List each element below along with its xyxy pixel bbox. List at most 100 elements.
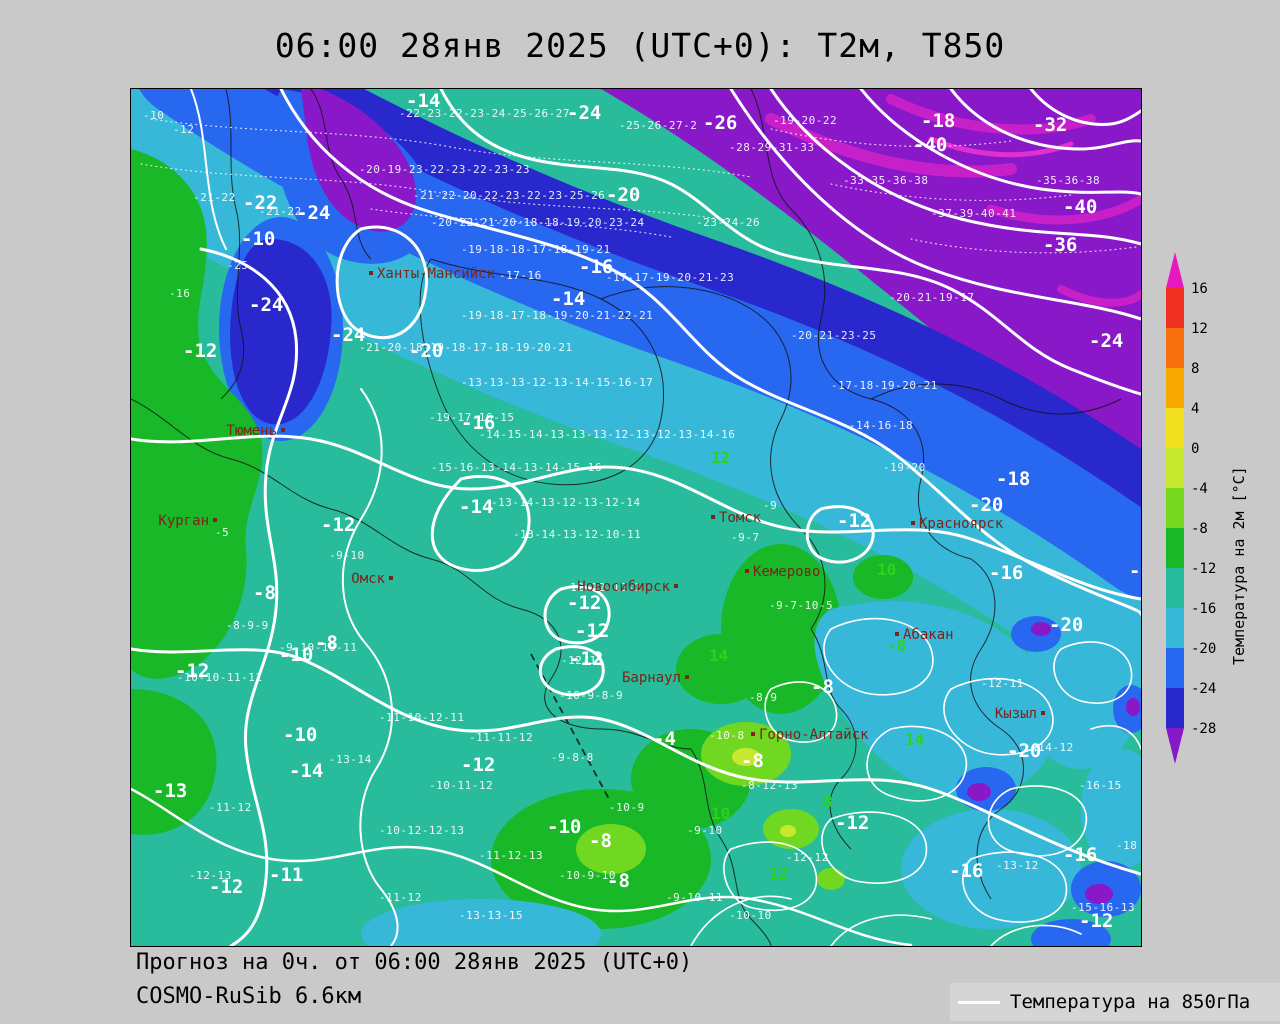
colorbar-arrow-bottom [1166, 728, 1184, 764]
colorbar-tick-label: 12 [1191, 321, 1208, 337]
gridpoint-temp-value: -12-12 [786, 851, 829, 864]
t850-contour-label: -10 [547, 816, 581, 838]
city-marker [213, 518, 217, 522]
gridpoint-temp-value: -8-12-13 [741, 779, 798, 792]
t850-legend: Температура на 850гПа [950, 983, 1280, 1021]
gridpoint-temp-value: -14-12 [1031, 741, 1074, 754]
gridpoint-temp-value: -13-14 [329, 753, 372, 766]
t850-contour-label: -40 [913, 134, 947, 156]
t850-contour-label: -8 [589, 830, 612, 852]
colorbar-segment [1166, 568, 1184, 609]
gridpoint-temp-value: -10 [143, 109, 164, 122]
gridpoint-temp-value: -37-39-40-41 [931, 207, 1016, 220]
t850-contour-label: -16 [1129, 560, 1141, 582]
t850-contour-label: -24 [249, 294, 283, 316]
t850-contour-label: -11 [269, 864, 303, 886]
city-marker [911, 521, 915, 525]
gridpoint-temp-value: -9-10 [329, 549, 365, 562]
gridpoint-temp-value: -12-12-12-1 [563, 581, 641, 594]
colorbar-segment [1166, 448, 1184, 489]
colorbar-tick-label: -12 [1191, 561, 1216, 577]
t850-contour-label: -20 [409, 340, 443, 362]
gridpoint-temp-value: -20-19-23-22-23-22-23-23 [359, 163, 530, 176]
colorbar-segment [1166, 408, 1184, 449]
gridpoint-temp-value: -8-9-9 [226, 619, 269, 632]
gridpoint-temp-value: -10-8 [709, 729, 745, 742]
t850-contour-label: -12 [321, 514, 355, 536]
colorbar-tick-label: -24 [1191, 681, 1216, 697]
t850-contour-label: -12 [461, 754, 495, 776]
gridpoint-temp-value: -10-12-12-13 [379, 824, 464, 837]
gridpoint-temp-value: -11-12-13 [479, 849, 543, 862]
gridpoint-temp-value: -21-22-20-22-23-22-23-25-26 [413, 189, 605, 202]
gridpoint-temp-value: -16-15 [1079, 779, 1122, 792]
colorbar-segment [1166, 488, 1184, 529]
t850-contour-label: -8 [253, 582, 276, 604]
t850-contour-label: -16 [579, 256, 613, 278]
gridpoint-temp-value: -33-35-36-38 [843, 174, 928, 187]
gridpoint-temp-value: -10-10 [729, 909, 772, 922]
gridpoint-values-layer: -10 -12 -22-23-22-23-24-25-26-27 -25-26-27-… [143, 107, 1137, 922]
city-label: Абакан [903, 627, 954, 643]
gridpoint-temp-value: -12-11 [981, 677, 1024, 690]
t850-line-sample [958, 1000, 1000, 1004]
gridpoint-temp-value: -17-16 [499, 269, 542, 282]
gridpoint-temp-value: -9-10 [687, 824, 723, 837]
gridpoint-temp-value: -9-7 [731, 531, 760, 544]
weather-map: -10 -12 -22-23-22-23-24-25-26-27 -25-26-27-… [131, 89, 1141, 946]
colorbar-tick-label: -28 [1191, 721, 1216, 737]
t850-legend-label: Температура на 850гПа [1010, 991, 1251, 1013]
colorbar-segment [1166, 608, 1184, 649]
admin-borders [131, 89, 1122, 946]
gridpoint-temp-value: -18 [1116, 839, 1137, 852]
gridpoint-temp-value: -10-9 [609, 801, 645, 814]
t850-contour-label: -8 [315, 632, 338, 654]
t850-contour-label: -24 [331, 324, 365, 346]
t850-contour-label: -14 [459, 496, 493, 518]
t850-contour-label: -24 [1089, 330, 1123, 352]
t850-contour-label: -10 [283, 724, 317, 746]
t850-contour-label: -14 [289, 760, 323, 782]
gridpoint-temp-value: -20-22-21-20-18-18-19-20-23-24 [431, 216, 645, 229]
colorbar-tick-label: 4 [1191, 401, 1199, 417]
t850-contour-label: -24 [296, 202, 330, 224]
t850-contour-label: -16 [1063, 844, 1097, 866]
city-label: Красноярск [919, 516, 1004, 532]
gridpoint-temp-value: -9-8-8 [551, 751, 594, 764]
secondary-contour-label: 10 [877, 560, 896, 579]
t850-contour-label: -36 [1043, 234, 1077, 256]
t850-contour-label: -18 [996, 468, 1030, 490]
colorbar-tick-label: 0 [1191, 441, 1199, 457]
city-label: Барнаул [622, 670, 681, 686]
city-label: Кызыл [995, 706, 1037, 722]
t850-contour-label: -10 [241, 228, 275, 250]
gridpoint-temp-value: -11-10-12-11 [379, 711, 464, 724]
city-label: Ханты-Мансийск [377, 266, 496, 282]
gridpoint-temp-value: -19-17-16-15 [429, 411, 514, 424]
city-marker [281, 428, 285, 432]
colorbar-title: Температура на 2м [°C] [1230, 466, 1248, 665]
gridpoint-temp-value: -17-17-19-20-21-23 [606, 271, 734, 284]
city-marker [1041, 711, 1045, 715]
secondary-contour-label: 12 [769, 864, 788, 883]
secondary-contour-labels-layer: 12 10 14 -8 10 12 14 8 [709, 448, 924, 883]
t850-contour-label: -18 [921, 110, 955, 132]
t850-contour-label: -24 [567, 102, 601, 124]
colorbar-segment [1166, 328, 1184, 369]
gridpoint-temp-value: -16 [169, 287, 190, 300]
gridpoint-temp-value: -11-11-12 [469, 731, 533, 744]
city-labels-layer: Ханты-Мансийск Тюмень Курган Омск Новосибирс… [158, 266, 1045, 743]
t850-contour-label: -12 [835, 812, 869, 834]
page-title: 06:00 28янв 2025 (UTC+0): Т2м, Т850 [274, 26, 1006, 65]
secondary-contour-label: 8 [823, 792, 833, 811]
gridpoint-temp-value: -23-24-26 [696, 216, 760, 229]
t850-contour-label: -12 [837, 510, 871, 532]
t850-contour-label: -16 [949, 860, 983, 882]
gridpoint-temp-value: -9-7-10-5 [769, 599, 833, 612]
gridpoint-temp-value: -15-16-13-14-13-14-15-16 [431, 461, 602, 474]
t850-contour-label: -20 [606, 184, 640, 206]
gridpoint-temp-value: -12-11 [561, 654, 604, 667]
t850-contour-labels-layer: -14-24 -26 -18-40-32-40-36-20-24-22 -24-10-… [153, 90, 1141, 932]
t850-contour-label: -16 [989, 562, 1023, 584]
city-label: Новосибирск [577, 579, 670, 595]
